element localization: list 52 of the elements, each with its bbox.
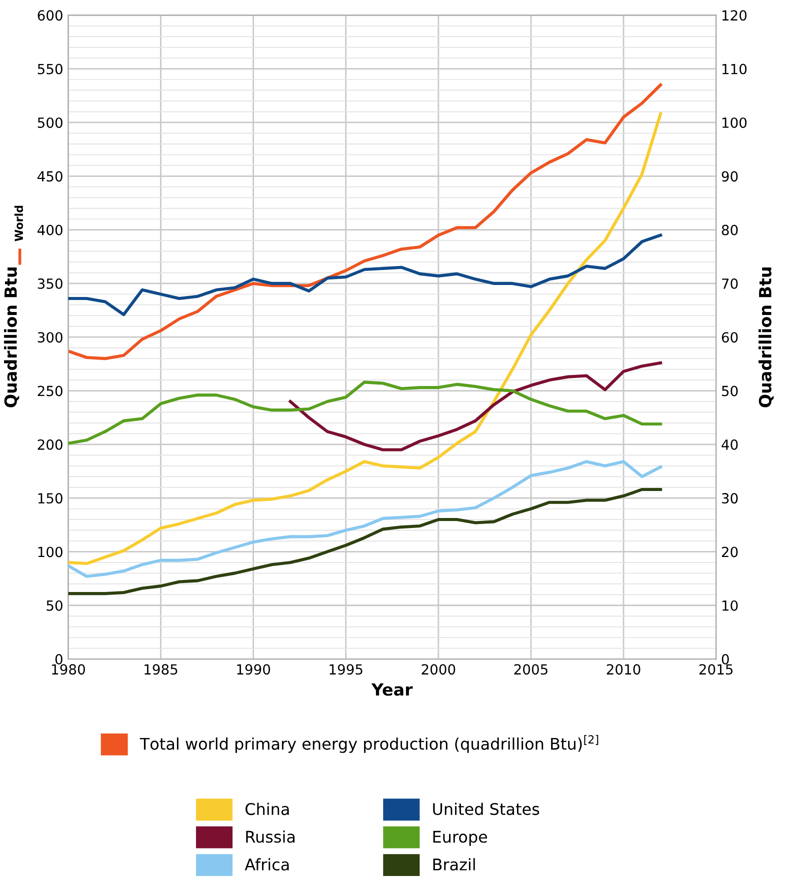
y-axis-title: Quadrillion Btu (4, 268, 20, 408)
legend-label: China (246, 802, 289, 816)
y-tick-label: 350 (38, 278, 62, 289)
y2-tick-label: 60 (722, 332, 738, 343)
x-tick-label: 2005 (514, 664, 548, 675)
y-tick-label: 0 (55, 654, 62, 665)
y-tick-label: 200 (38, 439, 62, 450)
line-series (68, 234, 662, 316)
y2-tick-label: 40 (722, 439, 738, 450)
line-series (68, 380, 662, 445)
y2-tick-label: 10 (722, 600, 738, 611)
x-tick-label: 1980 (52, 664, 85, 675)
y-tick-label: 300 (38, 332, 62, 343)
y2-tick-label: 110 (722, 64, 747, 74)
y2-axis-title: Quadrillion Btu (758, 268, 774, 408)
line-series (68, 83, 662, 360)
legend-label: United States (433, 802, 540, 816)
y2-tick-label: 90 (722, 171, 738, 182)
x-axis-title: Year (371, 683, 413, 696)
y2-tick-label: 120 (722, 10, 747, 21)
y-tick-label: 100 (38, 546, 62, 558)
y2-tick-label: 50 (722, 386, 738, 396)
x-tick-label: 2000 (422, 664, 456, 675)
x-tick-label: 1990 (237, 664, 270, 675)
legend-label: Total world primary energy production (quadrillion Btu)$^{[2]}$ (140, 734, 598, 753)
line-series (68, 488, 662, 596)
x-tick-label: 1985 (144, 664, 178, 675)
y-tick-label: 600 (38, 10, 62, 21)
y-tick-label: 500 (38, 117, 62, 128)
x-tick-label: 2015 (699, 664, 733, 675)
x-tick-label: 2010 (606, 664, 640, 675)
y-tick-label: 250 (38, 386, 62, 396)
y2-tick-label: 20 (722, 546, 738, 558)
y-tick-label: 50 (46, 600, 62, 611)
y-tick-label: 550 (38, 64, 62, 74)
y-tick-label: 150 (38, 493, 62, 504)
y2-tick-label: 80 (722, 224, 738, 236)
y2-tick-label: 30 (722, 493, 738, 504)
y2-tick-label: 0 (722, 654, 729, 665)
y2-tick-label: 100 (722, 117, 747, 128)
legend-label: Africa (244, 858, 289, 871)
line-series (68, 112, 662, 566)
x-tick-label: 1995 (330, 664, 362, 675)
text: World (14, 206, 24, 242)
legend-label: Europe (433, 830, 488, 846)
line-series (68, 460, 662, 578)
y-tick-label: 450 (38, 171, 62, 182)
legend-label: Russia (246, 830, 295, 843)
y2-tick-label: 70 (722, 278, 738, 289)
legend-label: Brazil (433, 858, 475, 871)
y-tick-label: 400 (38, 224, 62, 236)
line-series (288, 361, 662, 452)
